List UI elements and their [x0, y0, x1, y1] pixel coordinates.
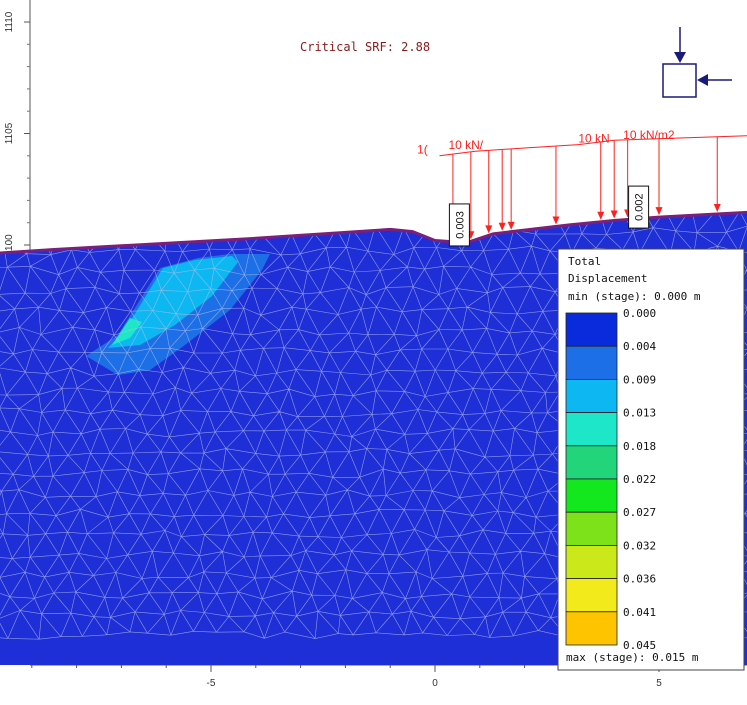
- load-arrow-head: [498, 222, 506, 231]
- legend-value: 0.041: [623, 606, 656, 619]
- load-arrow-head: [485, 225, 493, 234]
- legend-min-label: min (stage): 0.000 m: [568, 290, 701, 303]
- legend-swatch: [565, 545, 618, 580]
- legend-value: 0.009: [623, 373, 656, 386]
- legend-value: 0.036: [623, 573, 656, 586]
- load-label: 10 kN/m2: [623, 128, 675, 142]
- legend-value: 0.000: [623, 307, 656, 320]
- load-arrow-head: [713, 203, 721, 212]
- y-tick-label: 1110: [4, 11, 15, 32]
- legend-swatch: [565, 445, 618, 480]
- legend-swatch: [565, 378, 618, 413]
- legend-value: 0.032: [623, 539, 656, 552]
- load-label: 10 kN/: [448, 138, 483, 152]
- legend-swatches: [565, 312, 618, 646]
- y-tick-label: 1105: [4, 122, 15, 144]
- x-tick-label: -5: [207, 678, 216, 689]
- load-arrow-head: [507, 221, 515, 230]
- legend-title-line1: Total: [568, 255, 601, 268]
- legend-value: 0.022: [623, 473, 656, 486]
- legend-max-label: max (stage): 0.015 m: [566, 651, 699, 664]
- displacement-label-text: 0.002: [634, 193, 646, 221]
- legend-swatch: [565, 611, 618, 646]
- legend-swatch: [565, 345, 618, 380]
- legend-swatch: [565, 312, 618, 347]
- x-tick-label: 5: [656, 678, 662, 689]
- load-label: 10 kN: [578, 131, 609, 145]
- critical-srf-label: Critical SRF: 2.88: [300, 40, 430, 54]
- legend-value: 0.004: [623, 340, 656, 353]
- legend-value: 0.027: [623, 506, 656, 519]
- legend-swatch: [565, 478, 618, 513]
- legend-value: 0.045: [623, 639, 656, 652]
- displacement-label-box: [628, 185, 650, 229]
- load-label: 1(: [417, 143, 428, 157]
- contour-band-cyan: [108, 256, 238, 348]
- displacement-label-text: 0.003: [454, 211, 466, 239]
- legend-value: 0.013: [623, 407, 656, 420]
- load-arrow-head: [552, 216, 560, 225]
- legend-swatch: [565, 511, 618, 546]
- load-direction-icon: [662, 27, 732, 98]
- legend-swatch: [565, 578, 618, 613]
- y-tick-label: 1100: [4, 234, 15, 256]
- legend-values: 0.000 0.004 0.009 0.013 0.018 0.022 0.027 0.032…: [623, 307, 656, 652]
- load-arrow-head: [597, 211, 605, 220]
- legend-swatch: [565, 412, 618, 447]
- load-top-line: [439, 135, 747, 157]
- legend-value: 0.018: [623, 440, 656, 453]
- legend-panel: Total Displacement min (stage): 0.000 m …: [557, 248, 745, 671]
- load-arrow-head: [655, 207, 663, 216]
- load-arrow-head: [610, 210, 618, 219]
- displacement-value-labels: 0.003 0.002: [448, 185, 650, 247]
- x-tick-label: 0: [432, 678, 438, 689]
- displacement-label-box: [448, 203, 470, 247]
- legend-title-line2: Displacement: [568, 272, 647, 285]
